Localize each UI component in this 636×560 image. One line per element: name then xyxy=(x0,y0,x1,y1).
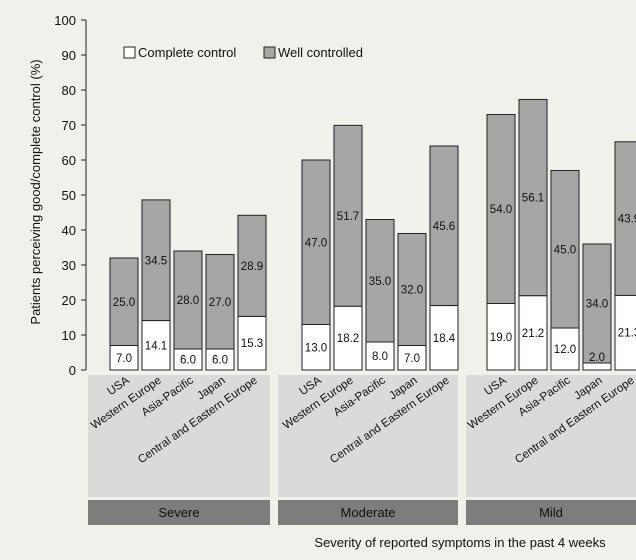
data-label-well: 28.0 xyxy=(177,295,199,307)
data-label-well: 45.0 xyxy=(554,244,576,256)
legend-label-well: Well controlled xyxy=(278,45,363,60)
bar-complete-control xyxy=(109,345,139,371)
bar-well-controlled xyxy=(486,114,516,304)
x-axis-label: Severity of reported symptoms in the pas… xyxy=(314,535,606,550)
data-label-complete: 21.3 xyxy=(618,328,636,340)
group-label: Moderate xyxy=(341,505,396,520)
data-label-complete: 12.0 xyxy=(554,344,576,356)
data-label-well: 51.7 xyxy=(337,211,359,223)
data-label-well: 27.0 xyxy=(209,297,231,309)
data-label-complete: 6.0 xyxy=(180,355,196,367)
y-tick-label: 60 xyxy=(62,153,76,168)
y-tick-label: 10 xyxy=(62,328,76,343)
data-label-complete: 18.2 xyxy=(337,333,359,345)
bar-well-controlled xyxy=(173,250,203,350)
group-band xyxy=(278,500,458,525)
bar-complete-control xyxy=(365,341,395,371)
bar-complete-control xyxy=(333,305,363,371)
bar-well-controlled xyxy=(518,98,548,297)
bar-complete-control xyxy=(550,327,580,371)
bar-complete-control xyxy=(614,294,636,371)
bar-well-controlled xyxy=(429,145,459,307)
y-axis-label: Patients perceiving good/complete contro… xyxy=(28,59,43,324)
legend: Complete control Well controlled xyxy=(123,45,363,60)
group-band xyxy=(88,500,270,525)
y-tick-label: 0 xyxy=(69,363,76,378)
data-label-well: 25.0 xyxy=(113,297,135,309)
bars: 25.0 7.0 34.5 14.1 28.0 6.0 27.0 6.0 28.9 15.3 47.… xyxy=(109,98,636,371)
data-label-complete: 19.0 xyxy=(490,332,512,344)
data-label-well: 43.9 xyxy=(618,214,636,226)
y-tick-label: 80 xyxy=(62,83,76,98)
data-label-well: 34.0 xyxy=(586,299,608,311)
bar-well-controlled xyxy=(237,214,267,317)
y-tick-label: 90 xyxy=(62,48,76,63)
group-label: Severe xyxy=(158,505,199,520)
bar-well-controlled xyxy=(109,257,139,346)
bar-well-controlled xyxy=(582,243,612,364)
data-label-complete: 6.0 xyxy=(212,355,228,367)
bar-complete-control xyxy=(301,324,331,371)
y-axis: 0 10 20 30 40 50 60 70 80 90 100 xyxy=(54,13,87,378)
data-label-complete: 15.3 xyxy=(241,338,263,350)
y-tick-label: 20 xyxy=(62,293,76,308)
legend-swatch-well xyxy=(263,46,276,59)
legend-swatch-complete xyxy=(123,46,136,59)
bar-complete-control xyxy=(141,320,171,371)
y-tick-label: 30 xyxy=(62,258,76,273)
bar-complete-control xyxy=(173,348,203,371)
data-label-well: 34.5 xyxy=(145,255,167,267)
group-band xyxy=(466,500,636,525)
group-panel xyxy=(278,375,458,497)
y-tick-label: 70 xyxy=(62,118,76,133)
data-label-complete: 14.1 xyxy=(145,340,167,352)
data-label-complete: 21.2 xyxy=(522,328,544,340)
legend-label-complete: Complete control xyxy=(138,45,236,60)
y-tick-label: 40 xyxy=(62,223,76,238)
data-label-well: 28.9 xyxy=(241,261,263,273)
bar-well-controlled xyxy=(365,219,395,343)
data-label-complete: 2.0 xyxy=(589,352,605,364)
bar-well-controlled xyxy=(550,170,580,329)
bar-complete-control xyxy=(237,315,267,371)
bar-complete-control xyxy=(518,295,548,371)
data-label-well: 47.0 xyxy=(305,237,327,249)
group-label: Mild xyxy=(539,505,563,520)
data-label-complete: 8.0 xyxy=(372,351,388,363)
data-label-complete: 7.0 xyxy=(404,353,420,365)
bar-complete-control xyxy=(582,362,612,371)
data-label-well: 45.6 xyxy=(433,221,455,233)
data-label-well: 35.0 xyxy=(369,276,391,288)
bar-complete-control xyxy=(486,303,516,371)
y-tick-label: 100 xyxy=(54,13,76,28)
data-label-well: 32.0 xyxy=(401,285,423,297)
bar-complete-control xyxy=(429,305,459,371)
data-label-complete: 13.0 xyxy=(305,342,327,354)
data-label-complete: 18.4 xyxy=(433,333,456,345)
bar-well-controlled xyxy=(333,124,363,307)
data-label-well: 54.0 xyxy=(490,204,512,216)
bar-well-controlled xyxy=(141,199,171,322)
y-tick-label: 50 xyxy=(62,188,76,203)
bar-complete-control xyxy=(205,348,235,371)
group-panel xyxy=(466,375,636,497)
bar-complete-control xyxy=(397,345,427,371)
bar-well-controlled xyxy=(301,159,331,325)
bar-well-controlled xyxy=(205,254,235,350)
data-label-well: 56.1 xyxy=(522,193,544,205)
group-panel xyxy=(88,375,270,497)
data-label-complete: 7.0 xyxy=(116,353,132,365)
